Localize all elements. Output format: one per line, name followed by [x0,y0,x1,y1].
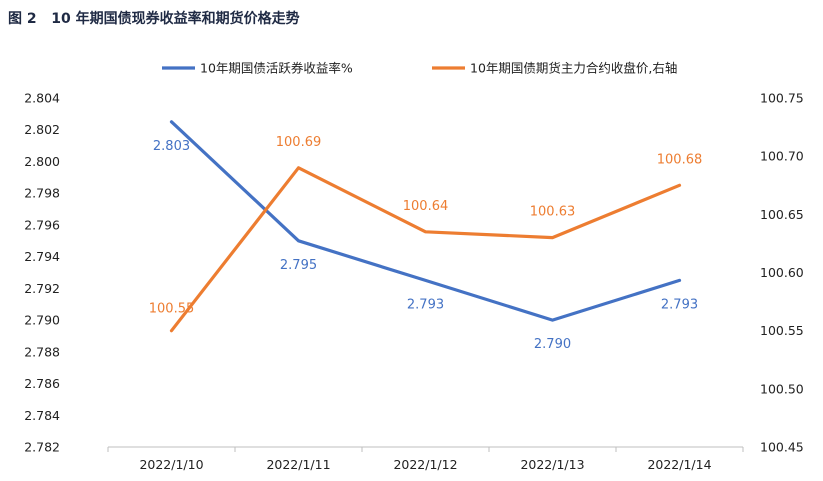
left-tick-label: 2.794 [24,249,60,264]
left-tick-label: 2.804 [24,91,60,106]
data-label: 100.63 [530,205,576,220]
data-label: 2.793 [407,297,444,312]
data-label-layer: 2.803 2.795 2.793 2.790 2.793 100.55 100.69 100… [149,135,703,352]
data-label: 2.790 [534,337,571,352]
data-label: 2.793 [661,297,698,312]
x-tick-label: 2022/1/13 [520,457,584,472]
left-tick-label: 2.786 [24,376,60,391]
left-tick-label: 2.790 [24,313,60,328]
x-tick-label: 2022/1/12 [393,457,457,472]
data-label: 100.55 [149,302,195,317]
right-tick-label: 100.70 [760,149,804,164]
series-line-2 [169,166,682,333]
legend-label-2: 10年期国债期货主力合约收盘价,右轴 [470,61,677,76]
right-y-axis: 100.45 100.50 100.55 100.60 100.65 100.70 100.… [760,91,804,455]
series-layer [169,120,682,333]
x-tick-label: 2022/1/11 [266,457,330,472]
data-label: 2.803 [153,139,190,154]
left-tick-label: 2.796 [24,217,60,232]
right-tick-label: 100.65 [760,207,804,222]
data-label: 100.64 [403,199,449,214]
left-tick-label: 2.802 [24,122,60,137]
chart-legend: 10年期国债活跃券收益率% 10年期国债期货主力合约收盘价,右轴 [162,61,677,76]
series-line-1 [169,120,682,322]
left-tick-label: 2.788 [24,344,60,359]
right-tick-label: 100.60 [760,265,804,280]
left-tick-label: 2.800 [24,154,60,169]
right-tick-label: 100.45 [760,440,804,455]
left-tick-label: 2.798 [24,186,60,201]
right-tick-label: 100.50 [760,381,804,396]
x-axis: 2022/1/10 2022/1/11 2022/1/12 2022/1/13 2022… [107,446,744,472]
data-label: 2.795 [280,258,317,273]
left-tick-label: 2.784 [24,408,60,423]
left-tick-label: 2.792 [24,281,60,296]
left-y-axis: 2.782 2.784 2.786 2.788 2.790 2.792 2.794 2.796… [24,91,60,455]
figure-title: 图 2 10 年期国债现券收益率和期货价格走势 [8,11,300,27]
left-tick-label: 2.782 [24,440,60,455]
right-tick-label: 100.55 [760,323,804,338]
data-label: 100.69 [276,135,322,150]
x-tick-label: 2022/1/10 [139,457,203,472]
data-label: 100.68 [657,152,703,167]
right-tick-label: 100.75 [760,91,804,106]
legend-label-1: 10年期国债活跃券收益率% [200,61,353,76]
x-tick-label: 2022/1/14 [647,457,711,472]
